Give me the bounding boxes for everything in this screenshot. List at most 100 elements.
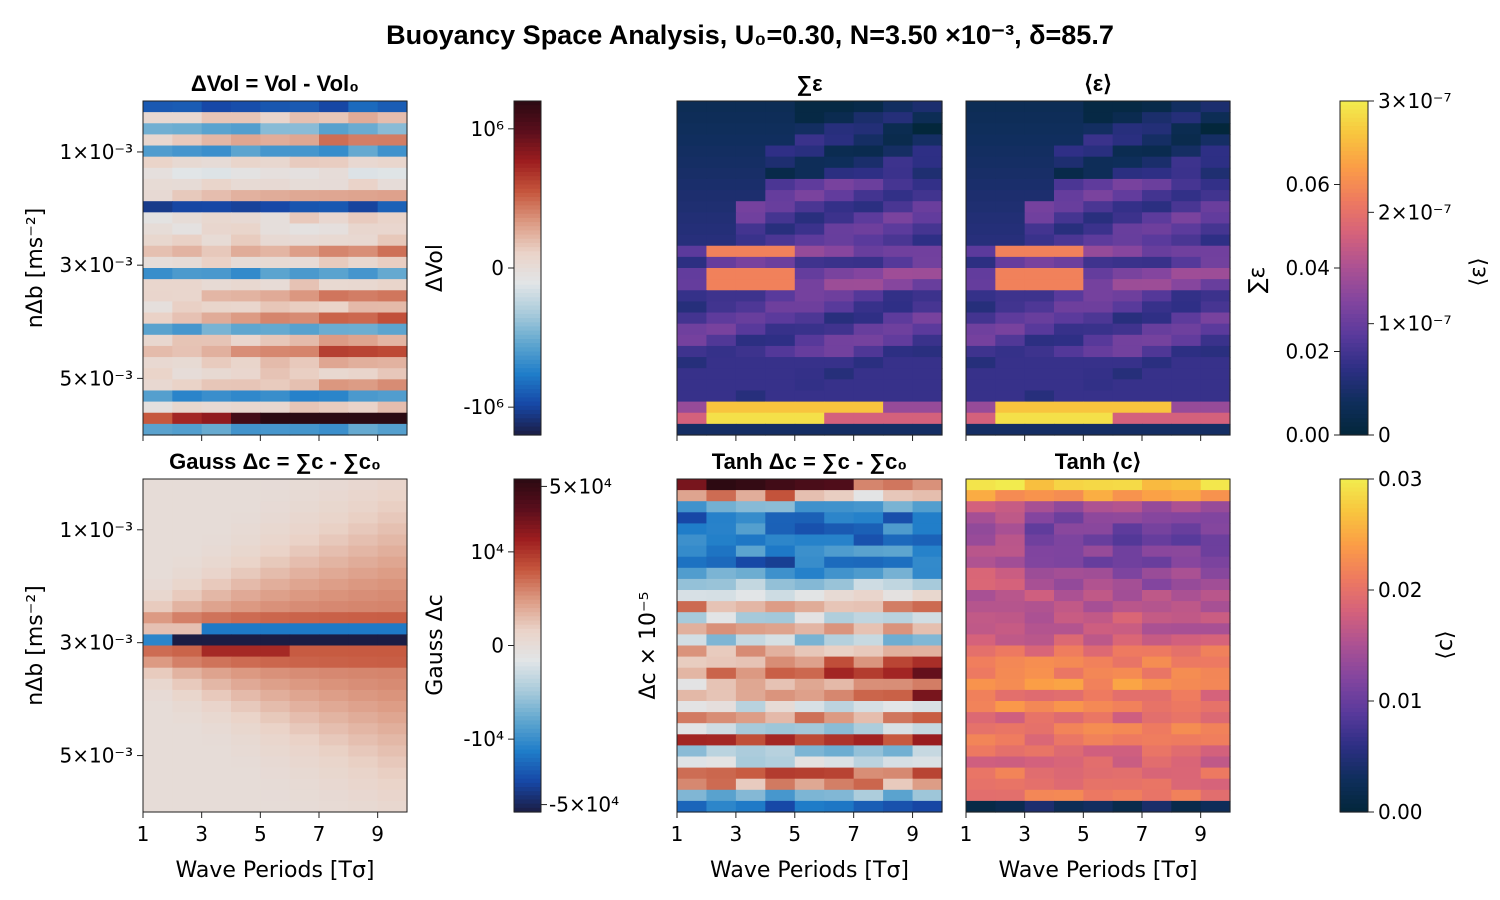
tanh_c-cell (966, 590, 996, 602)
tanh_c-cell (995, 723, 1026, 735)
sum_eps-cell (824, 390, 855, 403)
tanh_dc-cell (853, 656, 884, 669)
mean_eps-cell (1054, 412, 1084, 425)
dvol-cell (143, 223, 173, 236)
tanh_dc-cell (794, 789, 825, 802)
dvol-cell (143, 357, 173, 369)
tanh_c-cell (995, 678, 1026, 691)
tanh_c-cell (966, 479, 996, 491)
mean_eps-cell (1200, 401, 1231, 414)
mean_eps-cell (1112, 134, 1143, 147)
gauss_dc-cell (201, 479, 232, 491)
sum_eps-cell (883, 390, 914, 403)
dvol-cell (172, 112, 203, 124)
tanh_c-cell (1142, 479, 1172, 491)
mean_eps-cell (1112, 301, 1143, 314)
tanh_dc-cell (912, 623, 943, 635)
gauss_dc-cell (231, 512, 261, 524)
dvol-cell (377, 401, 408, 414)
sum_eps-cell (794, 401, 825, 414)
tanh_dc-cell (824, 678, 855, 691)
gauss_dc-cell (348, 645, 379, 658)
tanh_dc-cell (883, 523, 914, 536)
tanh_c-cell (1200, 512, 1231, 524)
gauss_cbar-swatch (514, 799, 541, 805)
tanh_dc-cell (706, 567, 737, 580)
tanh_dc-cell (677, 545, 708, 558)
dvol-cell (172, 212, 203, 225)
tanh_dc-cell (706, 667, 737, 680)
tanh_dc-cell (824, 479, 855, 491)
tanh_c-cell (995, 534, 1026, 547)
tanh_dc-cell (706, 623, 737, 635)
mean_eps-cell (1142, 178, 1172, 191)
tanh_c-cell (1200, 523, 1231, 536)
mean_eps-cell (1054, 323, 1084, 336)
tanh_dc-cell (706, 556, 737, 569)
dvol_cbar-swatch (514, 430, 541, 436)
mean_eps-cell (1171, 423, 1202, 436)
tanh_c-cell (1142, 534, 1172, 547)
gauss_dc-xlabel: Wave Periods [Tσ] (176, 858, 375, 883)
c_cbar-swatch (1340, 687, 1368, 692)
tanh_dc-cell (853, 567, 884, 580)
sum_eps-cell (765, 412, 796, 425)
mean_eps-cell (1083, 123, 1114, 135)
tanh_dc-cell (794, 634, 825, 647)
dvol_cbar-swatch (514, 121, 541, 127)
dvol_cbar-swatch (514, 263, 541, 269)
sum_eps-cell (883, 423, 914, 436)
tanh_c-cell (966, 678, 996, 691)
c_cbar-swatch (1340, 599, 1368, 605)
sum_eps-cell (735, 357, 766, 369)
mean_eps-cell (1054, 379, 1084, 392)
dvol_cbar-gradient (514, 101, 541, 436)
tanh_dc-cell (853, 712, 884, 724)
gauss_cbar-swatch (514, 537, 541, 543)
tanh_dc-cell (883, 556, 914, 569)
tanh_dc-xlabel: Wave Periods [Tσ] (710, 858, 909, 883)
gauss_dc-cell (377, 634, 408, 647)
tanh_c-cell (1024, 756, 1055, 769)
tanh_c-cell (1083, 734, 1114, 746)
sum_eps-cell (912, 245, 943, 258)
mean_eps-cell (1171, 123, 1202, 135)
sum_eps-cell (706, 223, 737, 236)
mean_eps-cell (995, 279, 1026, 291)
gauss_dc-cell (289, 634, 320, 647)
gauss_dc-cell (143, 490, 173, 502)
mean_eps-cell (995, 245, 1026, 258)
sum_eps-cell (853, 357, 884, 369)
gauss_dc-cell (377, 623, 408, 635)
mean_eps-cell (1142, 245, 1172, 258)
tanh_dc-cell (883, 578, 914, 591)
sum_eps-cell (677, 212, 708, 225)
tanh_c-cell (995, 689, 1026, 702)
tanh_c-cell (1083, 634, 1114, 647)
dvol-cell (377, 101, 408, 113)
sum_eps-cell (735, 178, 766, 191)
dvol-cell (289, 178, 320, 191)
dvol-cell (143, 401, 173, 414)
tanh_dc-cell (706, 490, 737, 502)
tanh_dc-cell (706, 678, 737, 691)
eps_cbar-swatch (1340, 330, 1368, 336)
gauss_dc-cell (143, 689, 173, 702)
tanh_c-cell (1054, 745, 1084, 758)
mean_eps-cell (1142, 423, 1172, 436)
sum_eps-cell (677, 190, 708, 202)
tanh_c-cell (1112, 556, 1143, 569)
tanh_dc-cell (735, 689, 766, 702)
dvol-cell (172, 201, 203, 213)
mean_eps-cell (966, 156, 996, 169)
tanh_dc-cell (912, 501, 943, 513)
dvol-cell (143, 101, 173, 113)
mean_eps-cell (1054, 357, 1084, 369)
mean_eps-cell (1171, 345, 1202, 358)
dvol-cell (201, 212, 232, 225)
mean_eps-cell (1142, 312, 1172, 325)
dvol-cell (377, 201, 408, 213)
gauss_dc-cell (172, 789, 203, 802)
dvol-cell (231, 156, 261, 169)
dvol-cell (260, 156, 291, 169)
